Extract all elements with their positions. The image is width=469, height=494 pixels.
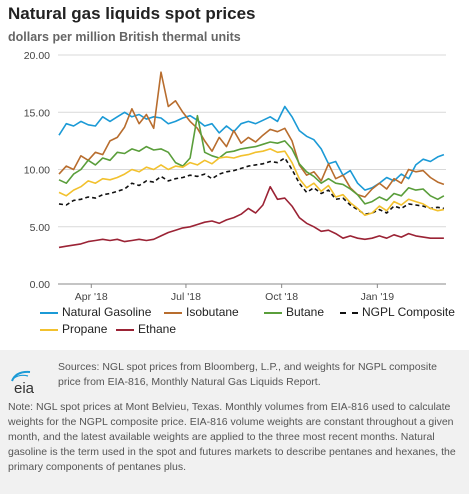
- y-tick-label: 15.00: [24, 107, 50, 119]
- series-line-2: [58, 114, 445, 205]
- y-tick-label: 10.00: [24, 165, 50, 177]
- legend-label: Butane: [286, 305, 325, 319]
- series-line-4: [58, 148, 445, 217]
- grid: [58, 54, 446, 285]
- legend-swatch: [40, 312, 58, 314]
- y-tick-label: 20.00: [24, 50, 50, 62]
- chart-note: Note: NGL spot prices at Mont Belvieu, T…: [8, 401, 456, 473]
- line-chart: 0.00 5.00 10.00 15.00 20.00 Apr '18 Jul '18 Oc…: [24, 50, 446, 303]
- chart-sources: Sources: NGL spot prices from Bloomberg,…: [58, 361, 437, 388]
- y-tick-label: 0.00: [30, 279, 51, 291]
- legend-label: Isobutane: [186, 305, 239, 319]
- series-line-0: [58, 105, 445, 191]
- x-tick-label: Apr '18: [75, 291, 108, 303]
- series: [58, 71, 445, 249]
- chart-footer: eia Sources: NGL spot prices from Bloomb…: [0, 350, 469, 494]
- legend-swatch: [116, 329, 134, 331]
- chart-subtitle: dollars per million British thermal unit…: [8, 30, 241, 44]
- legend-swatch: [264, 312, 282, 314]
- chart-title: Natural gas liquids spot prices: [8, 4, 256, 23]
- series-line-5: [58, 185, 444, 249]
- svg-text:eia: eia: [14, 380, 35, 396]
- x-tick-label: Oct '18: [265, 291, 298, 303]
- x-tick-label: Jul '18: [171, 291, 201, 303]
- x-axis: Apr '18 Jul '18 Oct '18 Jan '19: [75, 284, 394, 303]
- legend-label: Propane: [62, 322, 108, 336]
- x-tick-label: Jan '19: [361, 291, 395, 303]
- series-line-1: [58, 71, 445, 198]
- legend-label: NGPL Composite: [362, 305, 455, 319]
- legend-swatch: [340, 312, 358, 314]
- series-line-3: [58, 157, 445, 215]
- chart-legend: Natural Gasoline Isobutane Butane NGPL Comp…: [40, 305, 460, 339]
- y-tick-label: 5.00: [30, 222, 51, 234]
- legend-label: Ethane: [138, 322, 177, 336]
- y-axis: 0.00 5.00 10.00 15.00 20.00: [24, 50, 50, 291]
- legend-swatch: [40, 329, 58, 331]
- legend-swatch: [164, 312, 182, 314]
- legend-label: Natural Gasoline: [62, 305, 152, 319]
- eia-logo: eia: [11, 370, 35, 396]
